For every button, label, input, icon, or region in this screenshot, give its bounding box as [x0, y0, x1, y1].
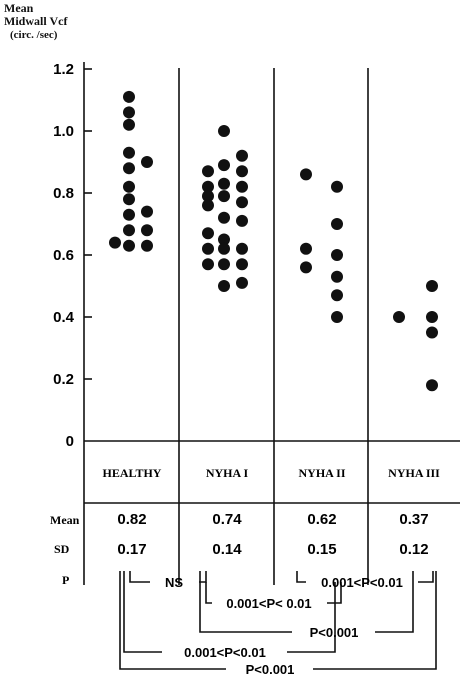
category-label: HEALTHY: [103, 466, 162, 480]
data-point: [300, 261, 312, 274]
p-row-label: P: [62, 573, 69, 587]
data-point: [109, 236, 121, 249]
data-point: [393, 311, 405, 323]
data-point: [218, 190, 230, 203]
mean-value: 0.62: [307, 511, 336, 528]
category-label: NYHA I: [206, 466, 249, 480]
data-point: [123, 239, 135, 252]
y-axis-title-line-1: Mean: [4, 1, 34, 15]
data-point: [218, 280, 230, 292]
data-point: [141, 205, 153, 218]
data-point: [331, 249, 343, 261]
data-point: [236, 149, 248, 162]
data-point: [123, 162, 135, 175]
comparison-label: P<0.001: [310, 625, 359, 640]
data-point: [218, 258, 230, 271]
mean-row-label: Mean: [50, 513, 80, 527]
data-point: [218, 159, 230, 172]
chart-frame: [83, 62, 460, 585]
data-point: [331, 218, 343, 230]
data-point: [123, 90, 135, 103]
data-point: [141, 239, 153, 252]
data-point: [141, 156, 153, 168]
data-point: [236, 165, 248, 178]
data-point: [236, 196, 248, 209]
data-point: [218, 177, 230, 190]
data-point: [123, 118, 135, 131]
sd-value: 0.17: [117, 541, 146, 558]
comparison-label: 0.001<P< 0.01: [226, 596, 311, 611]
comparison-labels: NS 0.001<P<0.01 0.001<P< 0.01 P<0.001 0.001<…: [165, 575, 403, 677]
data-point: [236, 214, 248, 227]
y-tick-label: 0: [66, 433, 74, 450]
sd-value: 0.12: [399, 541, 428, 558]
category-labels: HEALTHY NYHA I NYHA II NYHA III: [103, 466, 441, 480]
data-point: [218, 211, 230, 224]
data-point: [123, 193, 135, 206]
sd-value: 0.14: [212, 541, 242, 558]
comparison-label: 0.001<P<0.01: [321, 575, 403, 590]
comparison-label: P<0.001: [246, 662, 295, 677]
data-point: [426, 311, 438, 323]
data-point: [202, 190, 214, 203]
data-point: [202, 227, 214, 240]
y-tick-label: 0.4: [53, 309, 75, 326]
comparison-label: NS: [165, 575, 183, 590]
data-point: [236, 180, 248, 193]
data-point: [202, 180, 214, 193]
data-point: [202, 199, 214, 212]
data-point: [331, 270, 343, 283]
y-tick-label: 0.6: [53, 247, 74, 264]
comparison-brackets: [119, 571, 437, 670]
data-point: [123, 180, 135, 193]
data-point: [300, 168, 312, 181]
y-axis-title-line-3: (circ. /sec): [10, 29, 58, 41]
data-point: [218, 125, 230, 137]
comparison-label: 0.001<P<0.01: [184, 645, 266, 660]
sd-value: 0.15: [307, 541, 336, 558]
stats-table: Mean SD P 0.82 0.74 0.62 0.37 0.17 0.14 0.15 0.…: [50, 511, 429, 587]
data-point: [123, 106, 135, 119]
data-point: [202, 242, 214, 255]
y-tick-label: 1.0: [53, 123, 74, 140]
data-point: [202, 165, 214, 178]
y-tick-label: 0.2: [53, 371, 74, 388]
data-point: [426, 326, 438, 339]
data-point: [141, 224, 153, 237]
y-axis-ticks: 1.2 1.0 0.8 0.6 0.4 0.2 0: [53, 61, 92, 450]
mean-value: 0.82: [117, 511, 146, 528]
data-point: [331, 311, 343, 323]
data-point: [426, 280, 438, 292]
data-point: [123, 224, 135, 237]
data-point: [236, 242, 248, 255]
data-point: [218, 233, 230, 246]
data-point: [123, 146, 135, 159]
data-points: [109, 90, 438, 392]
data-point: [331, 289, 343, 302]
data-point: [218, 242, 230, 255]
data-point: [123, 208, 135, 221]
category-label: NYHA II: [298, 466, 345, 480]
data-point: [236, 276, 248, 289]
category-label: NYHA III: [388, 466, 440, 480]
mean-value: 0.74: [212, 511, 242, 528]
sd-row-label: SD: [54, 542, 70, 556]
mean-value: 0.37: [399, 511, 428, 528]
data-point: [202, 258, 214, 271]
data-point: [331, 180, 343, 193]
y-tick-label: 0.8: [53, 185, 74, 202]
y-tick-label: 1.2: [53, 61, 74, 78]
y-axis-title-line-2: Midwall Vcf: [4, 14, 68, 28]
data-point: [426, 379, 438, 392]
data-point: [300, 242, 312, 255]
data-point: [236, 258, 248, 271]
